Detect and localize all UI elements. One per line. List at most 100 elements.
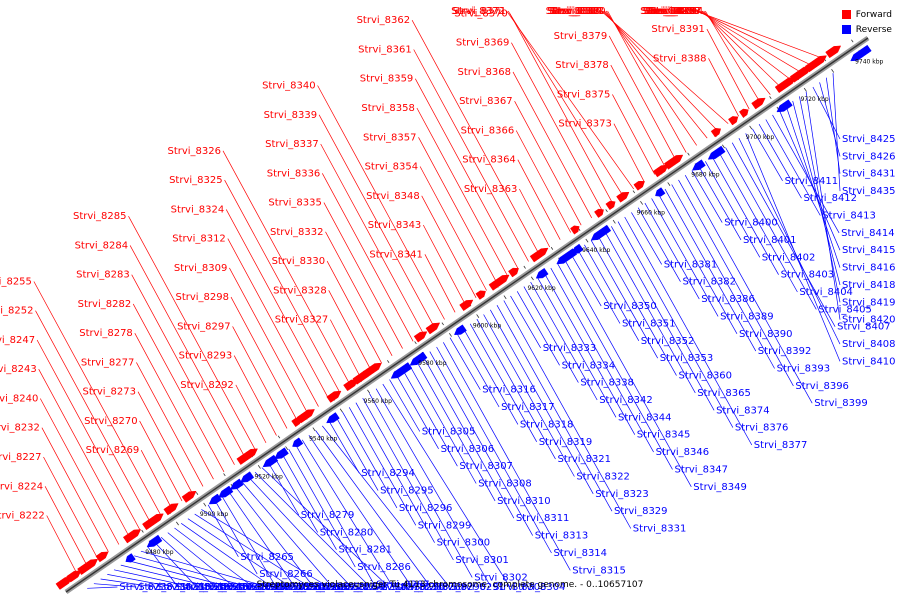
gene-label[interactable]: Strvi_8403 <box>781 270 835 281</box>
gene-label[interactable]: Strvi_8318 <box>520 419 574 430</box>
gene-label[interactable]: Strvi_8302 <box>474 572 528 583</box>
gene-label[interactable]: Strvi_8353 <box>660 353 714 364</box>
gene-label[interactable]: Strvi_8280 <box>320 527 374 538</box>
gene-label[interactable]: Strvi_8377 <box>754 440 808 451</box>
gene-label[interactable]: Strvi_8313 <box>535 531 589 542</box>
gene-label[interactable]: Strvi_8400 <box>724 218 778 229</box>
gene-label[interactable]: Strvi_8339 <box>264 110 318 121</box>
gene-label[interactable]: Strvi_8342 <box>599 395 653 406</box>
gene-label[interactable]: Strvi_8265 <box>240 552 294 563</box>
gene-label[interactable]: Strvi_8322 <box>576 472 630 483</box>
gene-label[interactable]: Strvi_8363 <box>464 184 518 195</box>
gene-label[interactable]: Strvi_8332 <box>270 227 324 238</box>
gene-label[interactable]: Strvi_8420 <box>842 315 896 326</box>
gene-label[interactable]: Strvi_8319 <box>539 437 593 448</box>
gene-label[interactable]: Strvi_8315 <box>572 565 626 576</box>
gene-label[interactable]: Strvi_8234 <box>138 582 192 593</box>
gene-label[interactable]: Strvi_8380 <box>552 6 606 17</box>
gene-label[interactable]: Strvi_8323 <box>595 489 649 500</box>
gene-label[interactable]: Strvi_8282 <box>78 299 132 310</box>
gene-label[interactable]: Strvi_8335 <box>268 198 322 209</box>
gene-label[interactable]: Strvi_8398 <box>647 6 701 17</box>
gene-label[interactable]: Strvi_8292 <box>180 380 234 391</box>
gene-label[interactable]: Strvi_8361 <box>358 45 412 56</box>
gene-label[interactable]: Strvi_8387 <box>546 6 600 17</box>
gene-label[interactable]: Strvi_8285 <box>73 211 127 222</box>
gene-label[interactable]: Strvi_8227 <box>0 452 42 463</box>
gene-label[interactable]: Strvi_8419 <box>842 297 896 308</box>
gene-label[interactable]: Strvi_8336 <box>267 168 321 179</box>
gene-label[interactable]: Strvi_8365 <box>697 388 751 399</box>
gene-label[interactable]: Strvi_8379 <box>554 31 608 42</box>
gene-label[interactable]: Strvi_8250 <box>251 582 305 593</box>
gene-label[interactable]: Strvi_8309 <box>174 263 228 274</box>
gene-label[interactable]: Strvi_8301 <box>455 555 509 566</box>
gene-label[interactable]: Strvi_8411 <box>785 176 839 187</box>
gene-label[interactable]: Strvi_8291 <box>451 582 505 593</box>
gene-label[interactable]: Strvi_8338 <box>580 378 634 389</box>
gene-label[interactable]: Strvi_8306 <box>441 444 495 455</box>
gene-label[interactable]: Strvi_8294 <box>361 468 415 479</box>
gene-label[interactable]: Strvi_8358 <box>361 103 415 114</box>
gene-label[interactable]: Strvi_8235 <box>157 582 211 593</box>
gene-label[interactable]: Strvi_8367 <box>459 96 513 107</box>
gene-label[interactable]: Strvi_8366 <box>461 126 515 137</box>
gene-label[interactable]: Strvi_8298 <box>175 292 229 303</box>
gene-label[interactable]: Strvi_8407 <box>837 322 891 333</box>
gene-label[interactable]: Strvi_8258 <box>255 582 309 593</box>
gene-label[interactable]: Strvi_8341 <box>369 249 423 260</box>
gene-label[interactable]: Strvi_8300 <box>437 538 491 549</box>
gene-label[interactable]: Strvi_8278 <box>79 328 133 339</box>
gene-label[interactable]: Strvi_8262 <box>293 582 347 593</box>
gene-label[interactable]: Strvi_8324 <box>171 204 225 215</box>
gene-label[interactable]: Strvi_8383 <box>550 6 604 17</box>
gene-label[interactable]: Strvi_8270 <box>84 416 138 427</box>
gene-label[interactable]: Strvi_8435 <box>842 186 896 197</box>
gene-label[interactable]: Strvi_8261 <box>274 582 328 593</box>
gene-label[interactable]: Strvi_8246 <box>195 582 249 593</box>
gene-label[interactable]: Strvi_8314 <box>554 548 608 559</box>
gene-label[interactable]: Strvi_8381 <box>664 259 718 270</box>
gene-label[interactable]: Strvi_8317 <box>501 402 555 413</box>
gene-label[interactable]: Strvi_8333 <box>543 343 597 354</box>
gene-label[interactable]: Strvi_8329 <box>614 506 668 517</box>
gene-label[interactable]: Strvi_8369 <box>456 38 510 49</box>
gene-label[interactable]: Strvi_8362 <box>357 15 411 26</box>
gene-label[interactable]: Strvi_8351 <box>622 319 676 330</box>
gene-label[interactable]: Strvi_8272 <box>335 582 389 593</box>
gene-label[interactable]: Strvi_8431 <box>842 169 896 180</box>
gene-label[interactable]: Strvi_8418 <box>842 280 896 291</box>
gene-label[interactable]: Strvi_8276 <box>391 582 445 593</box>
gene-label[interactable]: Strvi_8233 <box>119 582 173 593</box>
gene-label[interactable]: Strvi_8425 <box>842 134 896 145</box>
gene-label[interactable]: Strvi_8257 <box>236 582 290 593</box>
gene-label[interactable]: Strvi_8256 <box>218 582 272 593</box>
gene-label[interactable]: Strvi_8394 <box>650 6 704 17</box>
gene-label[interactable]: Strvi_8325 <box>169 175 223 186</box>
gene-label[interactable]: Strvi_8290 <box>433 582 487 593</box>
gene-label[interactable]: Strvi_8406 <box>645 6 699 17</box>
gene-label[interactable]: Strvi_8251 <box>270 582 324 593</box>
gene-label[interactable]: Strvi_8326 <box>167 146 221 157</box>
gene-label[interactable]: Strvi_8275 <box>372 582 426 593</box>
gene-label[interactable]: Strvi_8371 <box>453 6 507 17</box>
gene-label[interactable]: Strvi_8330 <box>272 256 326 267</box>
gene-label[interactable]: Strvi_8305 <box>422 427 476 438</box>
gene-label[interactable]: Strvi_8304 <box>512 582 566 593</box>
gene-label[interactable]: Strvi_8360 <box>679 371 733 382</box>
gene-label[interactable]: Strvi_8375 <box>557 89 611 100</box>
gene-label[interactable]: Strvi_8311 <box>516 513 570 524</box>
gene-label[interactable]: Strvi_8281 <box>339 545 393 556</box>
gene-label[interactable]: Strvi_8374 <box>716 405 770 416</box>
gene-label[interactable]: Strvi_8389 <box>720 311 774 322</box>
gene-label[interactable]: Strvi_8386 <box>701 294 755 305</box>
gene-label[interactable]: Strvi_8222 <box>0 511 45 522</box>
gene-label[interactable]: Strvi_8286 <box>357 562 411 573</box>
gene-label[interactable]: Strvi_8308 <box>478 479 532 490</box>
gene-label[interactable]: Strvi_8414 <box>841 228 895 239</box>
gene-label[interactable]: Strvi_8263 <box>312 582 366 593</box>
gene-label[interactable]: Strvi_8327 <box>275 315 329 326</box>
gene-label[interactable]: Strvi_8391 <box>651 24 705 35</box>
gene-label[interactable]: Strvi_8352 <box>641 336 695 347</box>
gene-label[interactable]: Strvi_8392 <box>758 346 812 357</box>
